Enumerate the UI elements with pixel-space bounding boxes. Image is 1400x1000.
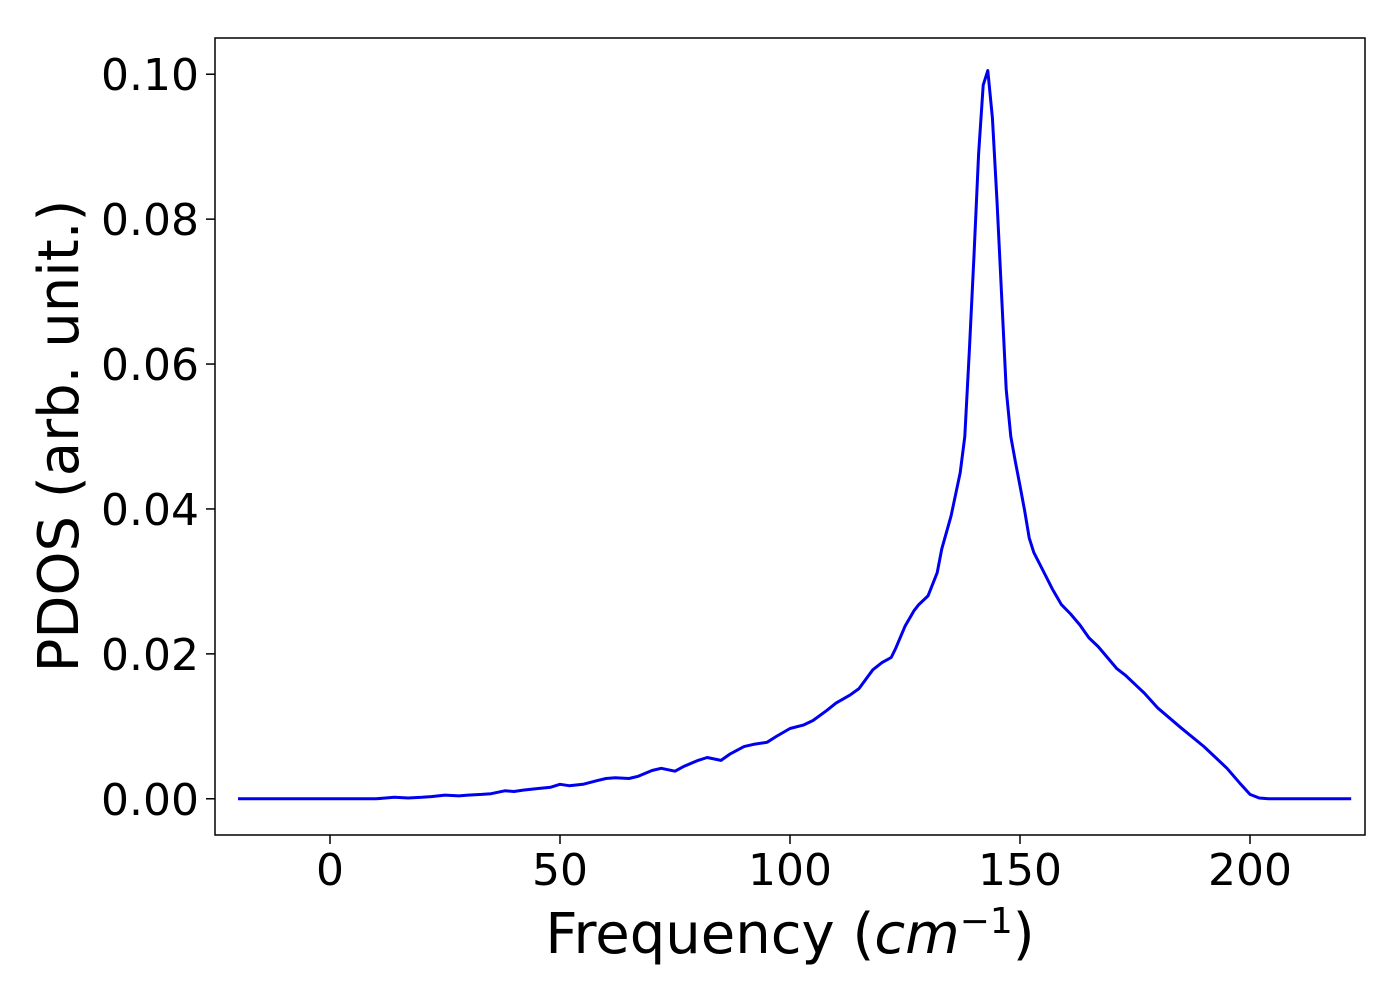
y-tick-label: 0.00 xyxy=(101,775,199,826)
y-tick-label: 0.10 xyxy=(101,50,199,101)
y-tick-label: 0.04 xyxy=(101,485,199,536)
x-tick-label: 100 xyxy=(748,845,832,896)
x-tick-label: 0 xyxy=(316,845,344,896)
x-axis-label: Frequency (cm−1) xyxy=(545,901,1034,968)
y-tick-label: 0.02 xyxy=(101,630,199,681)
y-tick-label: 0.06 xyxy=(101,340,199,391)
y-axis: 0.00 0.02 0.04 0.06 0.08 0.10 xyxy=(101,50,215,826)
plot-area xyxy=(214,37,1366,836)
x-tick-label: 150 xyxy=(978,845,1062,896)
y-axis-label: PDOS (arb. unit.) xyxy=(27,200,92,673)
x-tick-label: 200 xyxy=(1208,845,1292,896)
y-tick-label: 0.08 xyxy=(101,195,199,246)
x-tick-label: 50 xyxy=(532,845,588,896)
x-axis: 0 50 100 150 200 xyxy=(316,835,1292,896)
pdos-series-line xyxy=(238,69,1352,801)
